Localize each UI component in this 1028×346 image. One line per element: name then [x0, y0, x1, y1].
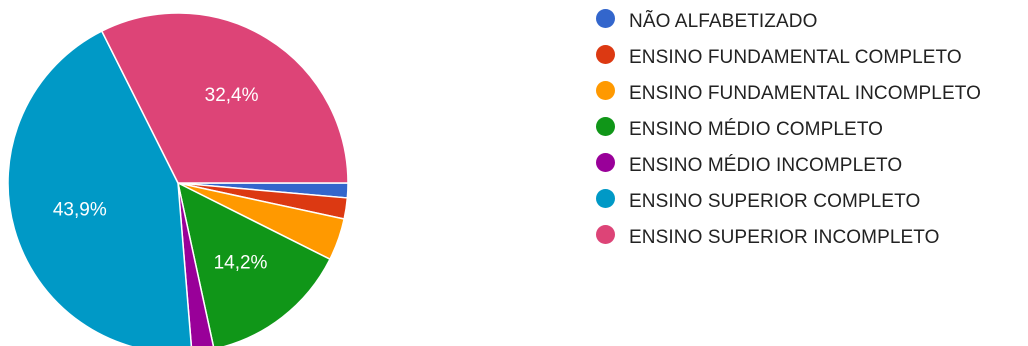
legend-item[interactable]: ENSINO MÉDIO INCOMPLETO [596, 152, 1028, 179]
legend-item[interactable]: ENSINO MÉDIO COMPLETO [596, 116, 1028, 143]
slice-data-label: 14,2% [214, 253, 268, 274]
legend-item[interactable]: NÃO ALFABETIZADO [596, 8, 1028, 35]
legend-swatch [596, 81, 615, 100]
legend-swatch [596, 117, 615, 136]
legend-swatch [596, 225, 615, 244]
legend-swatch [596, 9, 615, 28]
legend-item[interactable]: ENSINO FUNDAMENTAL COMPLETO [596, 44, 1028, 71]
legend: NÃO ALFABETIZADO ENSINO FUNDAMENTAL COMPL… [596, 8, 1028, 260]
legend-swatch [596, 153, 615, 172]
legend-label: ENSINO MÉDIO COMPLETO [629, 119, 884, 140]
pie-chart: 14,2% 43,9% 32,4% [7, 12, 349, 346]
legend-item[interactable]: ENSINO SUPERIOR COMPLETO [596, 188, 1028, 215]
legend-label: ENSINO SUPERIOR COMPLETO [629, 191, 921, 212]
legend-swatch [596, 45, 615, 64]
slice-data-label: 43,9% [53, 200, 107, 221]
legend-label: ENSINO FUNDAMENTAL INCOMPLETO [629, 83, 981, 104]
pie-slice-ensino-medio-incompleto[interactable] [177, 182, 215, 346]
legend-label: ENSINO MÉDIO INCOMPLETO [629, 155, 903, 176]
legend-label: ENSINO FUNDAMENTAL COMPLETO [629, 47, 962, 68]
pie-slice-ensino-superior-incompleto[interactable] [101, 12, 349, 184]
legend-item[interactable]: ENSINO SUPERIOR INCOMPLETO [596, 224, 1028, 251]
pie-slice-ensino-medio-completo[interactable] [177, 182, 331, 346]
legend-label: ENSINO SUPERIOR INCOMPLETO [629, 227, 940, 248]
legend-item[interactable]: ENSINO FUNDAMENTAL INCOMPLETO [596, 80, 1028, 107]
slice-data-label: 32,4% [205, 85, 259, 106]
legend-label: NÃO ALFABETIZADO [629, 11, 818, 32]
legend-swatch [596, 189, 615, 208]
